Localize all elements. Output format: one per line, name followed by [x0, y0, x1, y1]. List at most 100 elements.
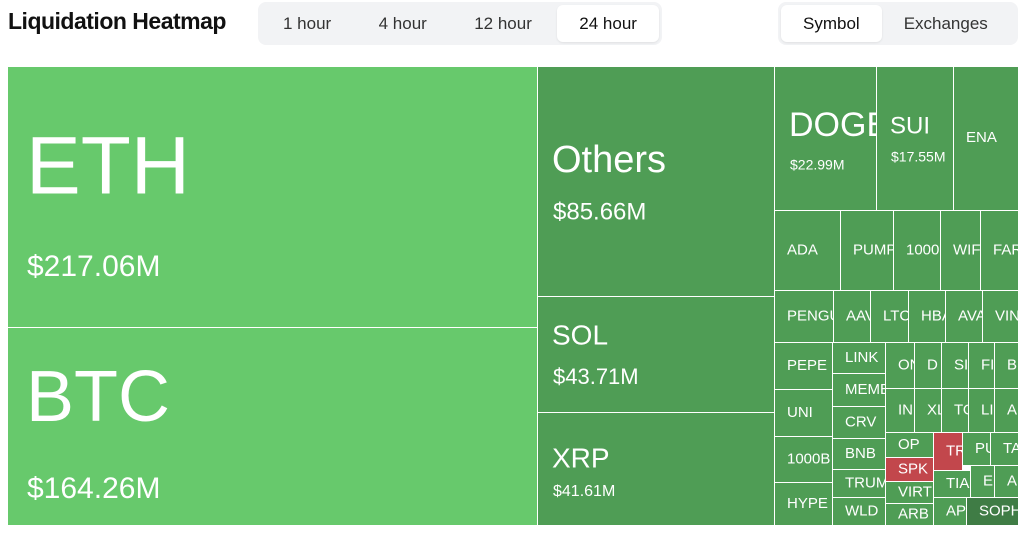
tile-background [775, 211, 840, 290]
tile-symbol: CRV [845, 413, 876, 430]
tile-symbol: D [927, 356, 938, 373]
tile[interactable]: CRV [833, 407, 885, 438]
tile[interactable]: XL [915, 389, 945, 432]
tile[interactable]: PEPE [775, 343, 832, 389]
tile[interactable]: VIRT [886, 482, 933, 503]
tile[interactable]: D [915, 343, 941, 388]
tile[interactable]: PUMP [841, 211, 896, 290]
tile[interactable]: AVA [946, 291, 986, 342]
tile-background [886, 433, 933, 457]
tile-symbol: ADA [787, 241, 818, 258]
tile[interactable]: LI [969, 389, 994, 432]
tile[interactable]: IN [886, 389, 914, 432]
tile-background [877, 67, 953, 210]
tile-symbol: APT [946, 502, 975, 519]
tile[interactable]: HBA [909, 291, 952, 342]
tile-symbol: SUI [890, 112, 930, 139]
tile-symbol: TIA [946, 475, 969, 492]
tile[interactable]: SI [942, 343, 968, 388]
tile-symbol: B [1007, 356, 1017, 373]
tile-symbol: UNI [787, 404, 813, 421]
tile-value: $17.55M [891, 149, 945, 165]
tile[interactable]: A [995, 389, 1018, 432]
tile[interactable]: PU [963, 433, 996, 465]
tile[interactable]: XRP $41.61M [538, 413, 774, 525]
tab[interactable]: 4 hour [378, 14, 427, 33]
tile[interactable]: OP [886, 433, 933, 457]
tile[interactable]: Others $85.66M [538, 67, 774, 296]
tile[interactable]: TIA [934, 471, 970, 497]
tile-background [942, 343, 968, 388]
tile[interactable]: FI [969, 343, 994, 388]
tile[interactable]: BNB [833, 439, 885, 469]
tile[interactable]: APT [934, 498, 975, 525]
tab[interactable]: Symbol [781, 5, 882, 42]
tile[interactable]: TO [942, 389, 975, 432]
tile[interactable]: SPK [886, 458, 933, 481]
tile[interactable]: BTC $164.26M [8, 328, 537, 525]
tile-background [538, 67, 774, 296]
tile[interactable]: 1000 [894, 211, 940, 290]
tile[interactable]: VIN [983, 291, 1020, 342]
tile[interactable]: A [995, 466, 1018, 497]
tab[interactable]: Exchanges [903, 14, 988, 33]
tile-symbol: FAR [993, 241, 1022, 258]
tile-background [538, 297, 774, 412]
tile[interactable]: TRUMP [833, 470, 898, 497]
tile-background [775, 67, 876, 210]
tile[interactable]: HYPE [775, 483, 832, 525]
tile-background [995, 343, 1018, 388]
tile[interactable]: SOL $43.71M [538, 297, 774, 412]
tile[interactable]: DOGE $22.99M [775, 67, 889, 210]
tile-background [833, 498, 885, 525]
tile-background [8, 328, 537, 525]
tile-symbol: TO [954, 401, 975, 418]
tile-background [967, 498, 1018, 525]
tile-background [971, 466, 994, 497]
tab[interactable]: 24 hour [557, 5, 659, 42]
tile-symbol: SOL [552, 319, 608, 350]
tile[interactable]: PENGU [775, 291, 840, 342]
tile[interactable]: E [971, 466, 994, 497]
tile[interactable]: WLD [833, 498, 885, 525]
tile[interactable]: ENA [954, 67, 1018, 210]
tile-background [886, 343, 914, 388]
tile-symbol: A [1007, 401, 1017, 418]
tab[interactable]: 1 hour [283, 14, 332, 33]
tile[interactable]: 1000B [775, 437, 832, 482]
tile-symbol: PEPE [787, 357, 827, 374]
tile-background [934, 433, 962, 470]
tile[interactable]: ADA [775, 211, 840, 290]
tile[interactable]: MEME [833, 374, 890, 406]
tile-background [969, 389, 994, 432]
tile[interactable]: AAV [834, 291, 875, 342]
tile[interactable]: B [995, 343, 1018, 388]
tile[interactable]: FAR [981, 211, 1022, 290]
tile-value: $217.06M [27, 250, 160, 283]
tile-symbol: HBA [921, 307, 952, 324]
tile-symbol: 1000B [787, 450, 830, 467]
tile[interactable]: LTC [871, 291, 910, 342]
tile-symbol: SOPH [979, 502, 1022, 519]
tile[interactable]: ON [886, 343, 921, 388]
tab[interactable]: 12 hour [474, 14, 532, 33]
tile[interactable]: ETH $217.06M [8, 67, 537, 327]
tile-background [886, 389, 914, 432]
tile[interactable]: LINK [833, 343, 885, 373]
tile-symbol: IN [898, 401, 913, 418]
tile[interactable]: ARB [886, 504, 933, 525]
tile-background [834, 291, 870, 342]
tile[interactable]: TR [934, 433, 966, 470]
tile-background [775, 483, 832, 525]
tile-symbol: SI [954, 356, 968, 373]
tile[interactable]: SUI $17.55M [877, 67, 953, 210]
tile[interactable]: TA [991, 433, 1021, 465]
tile-background [538, 413, 774, 525]
tile-background [894, 211, 940, 290]
tile[interactable]: WIF [941, 211, 981, 290]
tile[interactable]: UNI [775, 390, 832, 436]
tile-background [934, 498, 966, 525]
tile-symbol: AAV [846, 307, 875, 324]
tile[interactable]: SOPH [967, 498, 1022, 525]
